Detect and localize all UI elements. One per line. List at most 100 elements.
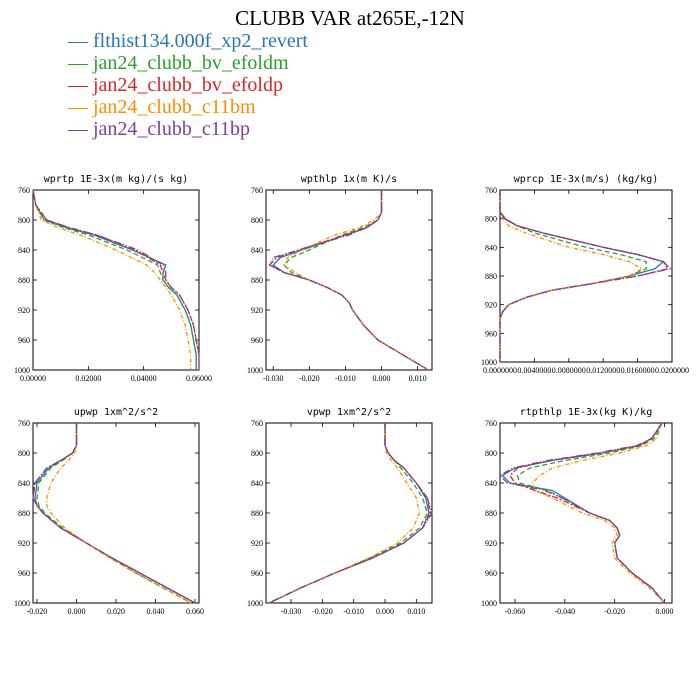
y-tick-label: 880 — [18, 509, 30, 518]
y-tick-label: 760 — [251, 186, 263, 195]
x-tick-label: -0.010 — [335, 374, 356, 383]
y-tick-label: 920 — [485, 301, 497, 310]
y-tick-label: 880 — [485, 272, 497, 281]
series-line — [498, 422, 666, 604]
y-tick-label: 920 — [18, 539, 30, 548]
y-tick-label: 1000 — [481, 599, 497, 608]
y-tick-label: 880 — [251, 276, 263, 285]
x-tick-label: 0.00000 — [20, 374, 46, 383]
series-line — [32, 423, 196, 604]
x-tick-label: -0.020 — [27, 607, 48, 616]
x-tick-label: 0.0120000 — [586, 366, 620, 375]
y-tick-label: 1000 — [247, 366, 263, 375]
plot-frame — [499, 189, 673, 363]
page-title: CLUBB VAR at265E,-12N — [235, 6, 465, 30]
series-line — [499, 190, 647, 362]
legend-item: — jan24_clubb_c11bp — [68, 118, 308, 140]
series-line — [268, 423, 429, 604]
y-tick-label: 920 — [251, 539, 263, 548]
legend-dash-icon: — — [68, 30, 88, 52]
series-line — [268, 423, 432, 604]
y-tick-label: 840 — [485, 243, 497, 252]
y-tick-label: 1000 — [14, 599, 30, 608]
series-line — [34, 423, 196, 604]
plot-frame — [32, 422, 200, 604]
y-tick-label: 800 — [251, 449, 263, 458]
x-tick-label: 0.02000 — [75, 374, 101, 383]
legend-item: — flthist134.000f_xp2_revert — [68, 30, 308, 52]
y-tick-label: 840 — [18, 246, 30, 255]
series-line — [32, 189, 200, 370]
plot-frame — [265, 422, 433, 604]
x-tick-label: 0.0000000 — [483, 366, 517, 375]
series-line — [499, 190, 669, 362]
legend-label: jan24_clubb_c11bp — [93, 118, 251, 140]
x-tick-label: 0.000 — [67, 607, 85, 616]
x-tick-label: 0.000 — [376, 607, 394, 616]
chart-panel: wprcp 1E-3x(m/s) (kg/kg) 760 800 840 880 920 9… — [481, 174, 689, 375]
y-tick-label: 840 — [485, 479, 497, 488]
y-tick-label: 880 — [18, 276, 30, 285]
y-tick-label: 880 — [485, 509, 497, 518]
x-tick-label: -0.030 — [263, 374, 284, 383]
x-tick-label: 0.060 — [186, 607, 204, 616]
series-line — [32, 189, 192, 370]
x-tick-label: 0.0160000 — [621, 366, 655, 375]
series-line — [268, 423, 433, 604]
y-tick-label: 760 — [485, 186, 497, 195]
y-tick-label: 960 — [485, 569, 497, 578]
panel-title: wprtp 1E-3x(m kg)/(s kg) — [44, 174, 189, 185]
series-line — [32, 423, 196, 604]
y-tick-label: 1000 — [247, 599, 263, 608]
x-tick-label: -0.020 — [299, 374, 320, 383]
chart-panel: upwp 1xm^2/s^2 760 800 840 880 920 960 1000-0.0… — [14, 407, 204, 616]
plot-frame — [265, 189, 433, 371]
y-tick-label: 960 — [485, 329, 497, 338]
y-tick-label: 960 — [251, 336, 263, 345]
x-tick-label: 0.040 — [147, 607, 165, 616]
y-tick-label: 960 — [18, 336, 30, 345]
x-tick-label: 0.0040000 — [517, 366, 551, 375]
series-line — [32, 189, 197, 370]
series-line — [531, 422, 665, 604]
series-line — [32, 189, 200, 370]
chart-panel: wprtp 1E-3x(m kg)/(s kg) 760 800 840 880 920 9… — [14, 174, 212, 383]
plot-frame — [499, 422, 673, 604]
series-line — [501, 422, 666, 604]
x-tick-label: -0.020 — [604, 607, 625, 616]
series-line — [268, 423, 421, 604]
y-tick-label: 760 — [18, 186, 30, 195]
y-tick-label: 920 — [18, 306, 30, 315]
series-line — [509, 422, 666, 604]
x-tick-label: 0.04000 — [131, 374, 157, 383]
y-tick-label: 920 — [485, 539, 497, 548]
series-line — [268, 423, 430, 604]
legend-item: — jan24_clubb_bv_efoldp — [68, 74, 308, 96]
x-tick-label: 0.000 — [372, 374, 390, 383]
y-tick-label: 800 — [485, 215, 497, 224]
x-tick-label: 0.0200000 — [655, 366, 689, 375]
legend-label: jan24_clubb_c11bm — [93, 96, 256, 118]
chart-panel: wpthlp 1x(m K)/s7608008408809209601000-0… — [247, 174, 433, 383]
x-tick-label: -0.010 — [343, 607, 364, 616]
x-tick-label: 0.020 — [107, 607, 125, 616]
y-tick-label: 800 — [18, 216, 30, 225]
legend-dash-icon: — — [68, 118, 88, 140]
series-line — [268, 190, 429, 371]
legend-dash-icon: — — [68, 52, 88, 74]
y-tick-label: 760 — [485, 419, 497, 428]
legend-item: — jan24_clubb_c11bm — [68, 96, 308, 118]
x-tick-label: 0.010 — [407, 607, 425, 616]
panel-title: rtpthlp 1E-3x(kg K)/kg — [520, 407, 652, 418]
x-tick-label: 0.010 — [409, 374, 427, 383]
plot-frame — [32, 189, 200, 371]
y-tick-label: 960 — [18, 569, 30, 578]
series-line — [32, 189, 197, 370]
series-line — [283, 190, 429, 371]
legend-label: flthist134.000f_xp2_revert — [93, 30, 308, 52]
y-tick-label: 840 — [251, 246, 263, 255]
y-tick-label: 1000 — [14, 366, 30, 375]
panel-title: wpthlp 1x(m K)/s — [301, 174, 397, 185]
legend-label: jan24_clubb_bv_efoldp — [93, 74, 283, 96]
